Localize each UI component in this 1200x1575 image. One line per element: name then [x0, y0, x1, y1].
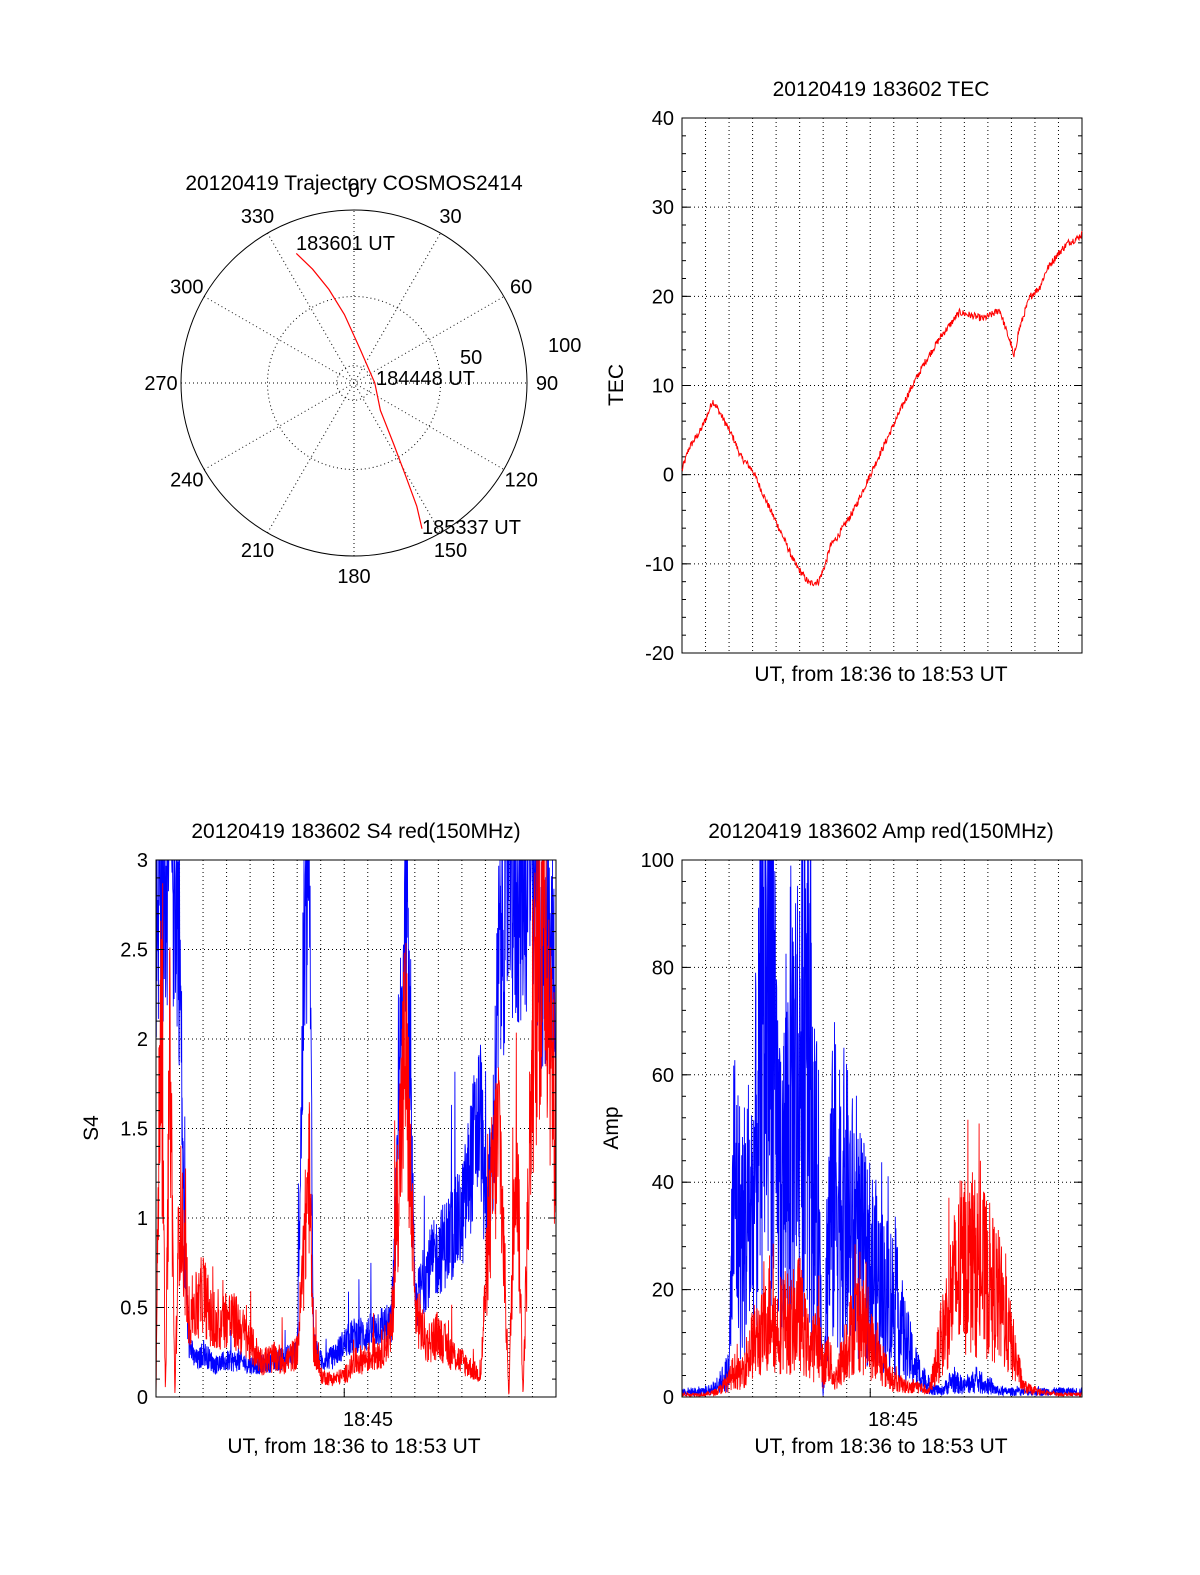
- s4-x-label: UT, from 18:36 to 18:53 UT: [227, 1435, 480, 1458]
- y-tick-label: 80: [652, 957, 674, 979]
- s4-x-tick-label: 18:45: [343, 1409, 393, 1431]
- y-tick-label: 0: [663, 465, 674, 487]
- polar-grid-spoke: [267, 232, 441, 534]
- polar-azimuth-label: 210: [241, 540, 274, 562]
- amp-series: [681, 859, 1083, 1398]
- amp-plot: 20120419 183602 Amp red(150MHz) 0 20 40 60 8…: [600, 820, 1083, 1458]
- polar-azimuth-label: 300: [170, 277, 203, 299]
- y-tick-label: 0: [137, 1387, 148, 1409]
- tec-grid: [682, 117, 1082, 654]
- y-tick-label: 1.5: [120, 1119, 148, 1141]
- polar-azimuth-label: 150: [434, 540, 467, 562]
- trajectory-end-label: 185337 UT: [422, 517, 521, 539]
- polar-azimuth-label: 90: [536, 373, 558, 395]
- trajectory-mid-label: 184448 UT: [376, 368, 475, 390]
- polar-azimuth-label: 240: [170, 470, 203, 492]
- polar-azimuth-label: 120: [504, 470, 537, 492]
- y-tick-label: 1: [137, 1208, 148, 1230]
- trajectory-line: [295, 252, 423, 529]
- polar-azimuth-label: 330: [241, 206, 274, 228]
- s4-y-ticks: 0 0.5 1 1.5 2 2.5 3: [120, 850, 556, 1409]
- y-tick-label: 100: [641, 850, 674, 872]
- y-tick-label: 20: [652, 1280, 674, 1302]
- y-tick-label: -10: [645, 554, 674, 576]
- y-tick-label: 3: [137, 850, 148, 872]
- tec-series: [681, 230, 1083, 587]
- polar-grid: [181, 210, 527, 556]
- polar-grid-circle: [267, 296, 441, 470]
- polar-outer-circle: [180, 209, 528, 557]
- polar-grid-circle: [336, 365, 372, 401]
- polar-title: 20120419 Trajectory COSMOS2414: [185, 172, 523, 195]
- polar-azimuth-label: 30: [439, 206, 461, 228]
- tec-y-ticks: -20 -10 0 10 20 30 40: [645, 108, 1082, 665]
- y-tick-label: -20: [645, 643, 674, 665]
- amp-red-line: [681, 1119, 1083, 1398]
- polar-azimuth-label: 0: [348, 180, 359, 202]
- s4-plot: 20120419 183602 S4 red(150MHz) 0 0.5 1 1.5 2…: [80, 820, 557, 1458]
- polar-radial-label-50: 50: [460, 347, 482, 369]
- s4-red-line: [155, 859, 557, 1398]
- amp-title: 20120419 183602 Amp red(150MHz): [708, 820, 1054, 843]
- amp-y-ticks: 0 20 40 60 80 100: [641, 850, 1082, 1409]
- y-tick-label: 40: [652, 108, 674, 130]
- y-tick-label: 2.5: [120, 940, 148, 962]
- amp-x-tick-label: 18:45: [868, 1409, 918, 1431]
- tec-line: [681, 230, 1083, 587]
- amp-y-label: Amp: [600, 1106, 623, 1149]
- y-tick-label: 10: [652, 376, 674, 398]
- s4-blue-line: [155, 859, 557, 1375]
- polar-azimuth-label: 180: [337, 566, 370, 588]
- tec-x-label: UT, from 18:36 to 18:53 UT: [754, 663, 1007, 686]
- y-tick-label: 60: [652, 1065, 674, 1087]
- y-tick-label: 20: [652, 286, 674, 308]
- tec-title: 20120419 183602 TEC: [773, 78, 990, 101]
- polar-azimuth-label: 60: [510, 277, 532, 299]
- amp-x-label: UT, from 18:36 to 18:53 UT: [754, 1435, 1007, 1458]
- y-tick-label: 40: [652, 1172, 674, 1194]
- s4-title: 20120419 183602 S4 red(150MHz): [191, 820, 520, 843]
- y-tick-label: 2: [137, 1029, 148, 1051]
- trajectory-start-label: 183601 UT: [296, 233, 395, 255]
- amp-blue-line: [681, 859, 1083, 1397]
- polar-azimuth-label: 270: [144, 373, 177, 395]
- polar-plot: 20120419 Trajectory COSMOS2414 0 30 60 90 12…: [144, 172, 581, 588]
- polar-azimuth-labels: 0 30 60 90 120 150 180 210 240 270 300 330: [144, 180, 558, 588]
- amp-axes-frame: [681, 859, 1083, 1398]
- polar-radial-label-100: 100: [548, 335, 581, 357]
- s4-series: [155, 859, 557, 1398]
- s4-y-label: S4: [80, 1115, 103, 1141]
- tec-y-label: TEC: [605, 364, 628, 406]
- y-tick-label: 0.5: [120, 1298, 148, 1320]
- y-tick-label: 0: [663, 1387, 674, 1409]
- y-tick-label: 30: [652, 197, 674, 219]
